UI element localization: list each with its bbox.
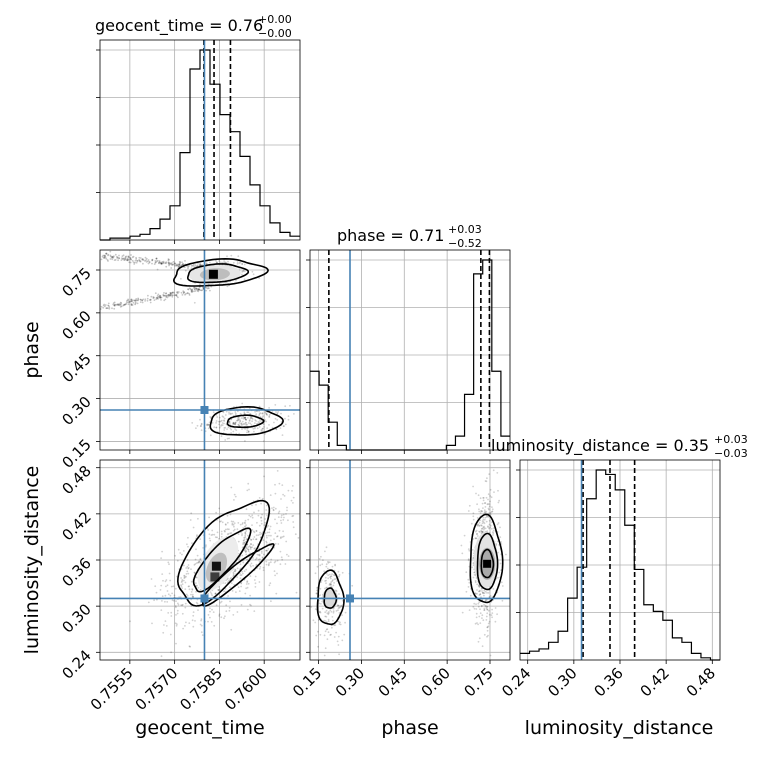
truth-marker-geocent-time-vs-phase (200, 406, 209, 414)
title-luminosity-distance-upper: +0.03 (714, 433, 748, 446)
density-peak-phase-distance (483, 559, 492, 568)
xtick-label-phase-2: 0.45 (375, 664, 411, 700)
xlabel-luminosity-distance: luminosity_distance (525, 717, 714, 739)
hist-panel-geocent-time-frame (99, 39, 301, 241)
streak-geocent-phase-lower (99, 283, 213, 310)
panel-geocent-time-vs-phase-frame (99, 249, 301, 451)
contour-phase-distance-right-mid (476, 532, 499, 591)
xtick-label-phase-3: 0.60 (418, 664, 454, 700)
xlabel-phase: phase (381, 717, 438, 739)
ytick-label-luminosity-distance-2: 0.36 (58, 554, 94, 590)
hist-panel-phase-frame (309, 249, 511, 451)
title-geocent-time-upper: +0.00 (258, 13, 292, 26)
hist-geocent-time (100, 49, 300, 241)
contour-geocent-phase-lower-outer (209, 405, 284, 436)
ytick-label-luminosity-distance-0: 0.24 (58, 646, 94, 682)
truth-marker-phase-vs-luminosity-distance (346, 594, 354, 603)
xtick-label-geocent-time-2: 0.7585 (176, 664, 226, 714)
ytick-label-phase-4: 0.75 (58, 264, 94, 300)
contour-geocent-phase-upper-outer (172, 257, 269, 287)
xtick-label-luminosity-distance-3: 0.42 (637, 664, 673, 700)
ytick-label-phase-3: 0.60 (58, 307, 94, 343)
density-peak-geocent-distance (210, 572, 220, 582)
ylabel-phase: phase (21, 321, 43, 378)
title-geocent-time-lower: −0.00 (258, 27, 292, 40)
density-peak-geocent-distance-2 (211, 561, 221, 571)
truth-marker-geocent-time-vs-luminosity-distance (200, 594, 209, 603)
ytick-label-phase-1: 0.30 (58, 393, 94, 429)
xtick-label-luminosity-distance-0: 0.24 (498, 664, 534, 700)
contour-geocent-distance-outer (176, 499, 271, 607)
title-phase-upper: +0.03 (448, 223, 482, 236)
xtick-label-phase-4: 0.75 (460, 664, 496, 700)
title-geocent-time: geocent_time = 0.76 (95, 16, 263, 36)
ytick-label-luminosity-distance-3: 0.42 (58, 508, 94, 544)
ytick-label-phase-2: 0.45 (58, 350, 94, 386)
xtick-label-luminosity-distance-2: 0.36 (590, 664, 626, 700)
contour-geocent-phase-lower-inner (226, 414, 265, 429)
title-luminosity-distance: luminosity_distance = 0.35 (491, 436, 709, 456)
xtick-label-luminosity-distance-1: 0.30 (544, 664, 580, 700)
title-luminosity-distance-lower: −0.03 (714, 447, 748, 460)
contour-phase-distance-right-inner (480, 548, 495, 579)
hist-luminosity-distance (520, 469, 720, 661)
xtick-label-luminosity-distance-4: 0.48 (683, 664, 719, 700)
xtick-label-phase-0: 0.15 (289, 664, 325, 700)
title-phase-lower: −0.52 (448, 237, 482, 250)
xtick-label-geocent-time-1: 0.7570 (132, 664, 182, 714)
ytick-label-luminosity-distance-1: 0.30 (58, 600, 94, 636)
xtick-label-geocent-time-0: 0.7555 (87, 664, 137, 714)
contour-geocent-phase-upper-inner (186, 263, 250, 284)
contour-phase-distance-right-outer (469, 513, 504, 604)
contour-geocent-distance-inner-tail (201, 543, 275, 607)
ylabel-luminosity-distance: luminosity_distance (21, 466, 43, 655)
xtick-label-phase-1: 0.30 (332, 664, 368, 700)
contour-geocent-distance-mid (192, 527, 252, 593)
xtick-label-geocent-time-3: 0.7600 (221, 664, 271, 714)
ytick-label-luminosity-distance-4: 0.48 (58, 462, 94, 498)
xlabel-geocent-time: geocent_time (135, 717, 264, 739)
title-phase: phase = 0.71 (337, 226, 444, 245)
density-peak-geocent-phase (208, 269, 218, 279)
